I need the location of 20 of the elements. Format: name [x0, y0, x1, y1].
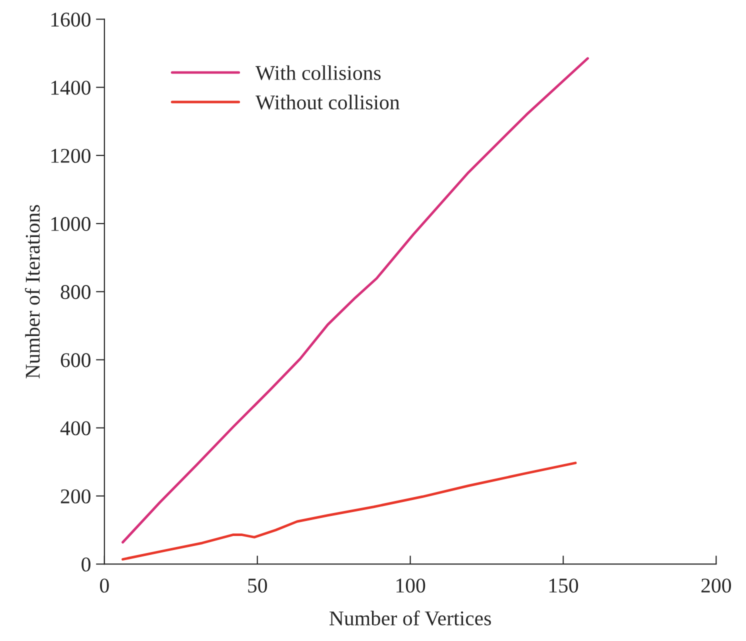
x-tick-label: 100	[396, 578, 426, 593]
x-tick-label: 150	[549, 578, 578, 593]
legend-label: Without collision	[255, 94, 400, 110]
y-tick-label: 200	[60, 489, 90, 504]
line-series	[122, 462, 577, 561]
y-tick-label: 1000	[51, 216, 90, 231]
y-tick-label: 1200	[51, 148, 90, 163]
x-tick-label: 0	[100, 578, 109, 593]
x-axis-title: Number of Vertices	[330, 610, 491, 626]
legend-label: With collisions	[255, 65, 381, 80]
y-tick-label: 600	[60, 353, 90, 368]
y-tick-label: 0	[82, 557, 90, 572]
line-series	[122, 57, 589, 544]
y-tick-label: 800	[60, 285, 90, 300]
y-tick-label: 1600	[51, 12, 90, 27]
y-tick-label: 1400	[51, 80, 90, 95]
y-axis-title: Number of Iterations	[24, 205, 40, 378]
y-tick-label: 400	[60, 421, 90, 436]
x-tick-label: 200	[701, 578, 731, 593]
x-tick-label: 50	[248, 578, 267, 593]
